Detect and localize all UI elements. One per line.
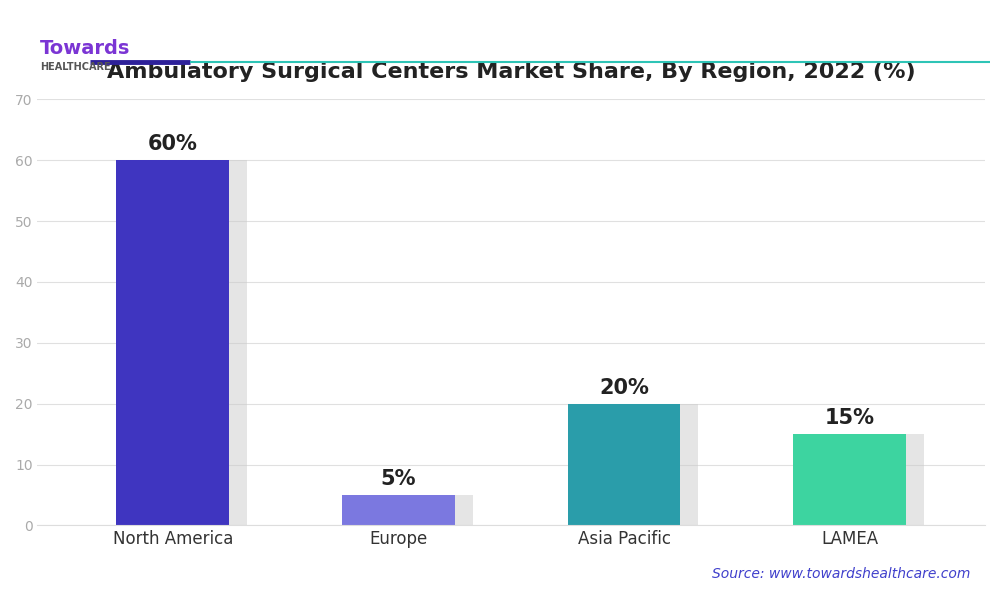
Text: 5%: 5% xyxy=(381,469,416,489)
Title: Ambulatory Surgical Centers Market Share, By Region, 2022 (%): Ambulatory Surgical Centers Market Share… xyxy=(107,62,916,82)
Text: 20%: 20% xyxy=(599,378,649,398)
Bar xyxy=(342,495,455,525)
Text: Towards: Towards xyxy=(40,39,130,58)
Text: 15%: 15% xyxy=(825,408,875,428)
Bar xyxy=(116,160,229,525)
Text: Source: www.towardshealthcare.com: Source: www.towardshealthcare.com xyxy=(712,567,970,581)
Bar xyxy=(581,404,698,525)
Bar xyxy=(568,404,680,525)
Bar xyxy=(130,160,247,525)
Text: 60%: 60% xyxy=(148,134,198,154)
Text: HEALTHCARE: HEALTHCARE xyxy=(40,62,111,72)
Bar xyxy=(807,434,924,525)
Bar xyxy=(356,495,473,525)
Bar xyxy=(793,434,906,525)
